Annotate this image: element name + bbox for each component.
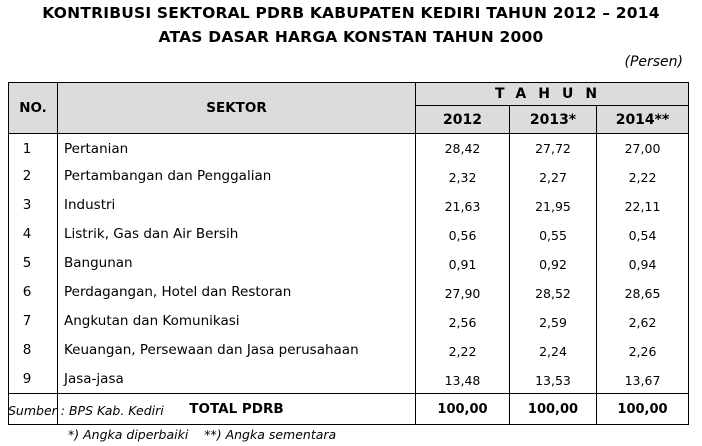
sector-name: Bangunan bbox=[57, 248, 416, 277]
table-row: 8 Keuangan, Persewaan dan Jasa perusahaa… bbox=[8, 335, 690, 364]
sector-name: Industri bbox=[57, 190, 416, 219]
value-cell: 22,11 bbox=[595, 190, 690, 219]
value-cell: 27,72 bbox=[509, 133, 597, 161]
value-cell: 21,95 bbox=[509, 190, 597, 219]
table-row: 6 Perdagangan, Hotel dan Restoran 27,90 … bbox=[8, 277, 690, 306]
value-cell: 21,63 bbox=[415, 190, 510, 219]
value-cell: 28,52 bbox=[509, 277, 597, 306]
row-number: 4 bbox=[8, 219, 58, 248]
value-cell: 0,92 bbox=[509, 248, 597, 277]
table-row: 7 Angkutan dan Komunikasi 2,56 2,59 2,62 bbox=[8, 306, 690, 335]
header-no: NO. bbox=[8, 82, 58, 134]
sector-name: Pertambangan dan Penggalian bbox=[57, 161, 416, 190]
row-number: 5 bbox=[8, 248, 58, 277]
value-cell: 27,00 bbox=[595, 133, 690, 161]
value-cell: 13,53 bbox=[509, 364, 597, 394]
header-sektor: SEKTOR bbox=[57, 82, 416, 134]
value-cell: 2,22 bbox=[415, 335, 510, 364]
value-cell: 2,22 bbox=[595, 161, 690, 190]
header-year: 2013* bbox=[509, 105, 597, 134]
value-cell: 2,24 bbox=[509, 335, 597, 364]
sector-name: Angkutan dan Komunikasi bbox=[57, 306, 416, 335]
sector-name: Pertanian bbox=[57, 133, 416, 161]
sector-name: Keuangan, Persewaan dan Jasa perusahaan bbox=[57, 335, 416, 364]
value-cell: 0,56 bbox=[415, 219, 510, 248]
value-cell: 0,55 bbox=[509, 219, 597, 248]
header-tahun: TAHUN bbox=[414, 82, 690, 106]
row-number: 8 bbox=[8, 335, 58, 364]
table-row: 5 Bangunan 0,91 0,92 0,94 bbox=[8, 248, 690, 277]
table-row: 4 Listrik, Gas dan Air Bersih 0,56 0,55 … bbox=[8, 219, 690, 248]
row-number: 7 bbox=[8, 306, 58, 335]
header-year: 2012 bbox=[415, 105, 510, 134]
total-empty-cell bbox=[8, 393, 58, 425]
sector-name: Listrik, Gas dan Air Bersih bbox=[57, 219, 416, 248]
value-cell: 2,56 bbox=[415, 306, 510, 335]
value-cell: 28,65 bbox=[595, 277, 690, 306]
value-cell: 2,26 bbox=[595, 335, 690, 364]
total-value: 100,00 bbox=[595, 393, 690, 425]
table-title-line-1: KONTRIBUSI SEKTORAL PDRB KABUPATEN KEDIR… bbox=[42, 4, 660, 22]
unit-label: (Persen) bbox=[624, 54, 683, 70]
total-value: 100,00 bbox=[415, 393, 510, 425]
row-number: 6 bbox=[8, 277, 58, 306]
value-cell: 2,59 bbox=[509, 306, 597, 335]
value-cell: 27,90 bbox=[415, 277, 510, 306]
row-number: 3 bbox=[8, 190, 58, 219]
value-cell: 0,91 bbox=[415, 248, 510, 277]
value-cell: 0,94 bbox=[595, 248, 690, 277]
table-row: 1 Pertanian 28,42 27,72 27,00 bbox=[8, 133, 690, 161]
row-number: 2 bbox=[8, 161, 58, 190]
row-number: 1 bbox=[8, 133, 58, 161]
table-row: 3 Industri 21,63 21,95 22,11 bbox=[8, 190, 690, 219]
header-year: 2014** bbox=[595, 105, 690, 134]
footnote: *) Angka diperbaiki **) Angka sementara bbox=[68, 427, 337, 442]
table-row: 2 Pertambangan dan Penggalian 2,32 2,27 … bbox=[8, 161, 690, 190]
value-cell: 13,67 bbox=[595, 364, 690, 394]
sector-name: Jasa-jasa bbox=[57, 364, 416, 394]
total-label: TOTAL PDRB bbox=[57, 393, 416, 425]
value-cell: 0,54 bbox=[595, 219, 690, 248]
value-cell: 28,42 bbox=[415, 133, 510, 161]
row-number: 9 bbox=[8, 364, 58, 394]
value-cell: 2,27 bbox=[509, 161, 597, 190]
pdrb-table: NO. SEKTOR TAHUN 2012 2013* 2014** 1 Per… bbox=[8, 82, 690, 425]
total-row: TOTAL PDRB 100,00 100,00 100,00 bbox=[8, 393, 690, 425]
table-title-line-2: ATAS DASAR HARGA KONSTAN TAHUN 2000 bbox=[158, 28, 544, 46]
value-cell: 2,32 bbox=[415, 161, 510, 190]
table-row: 9 Jasa-jasa 13,48 13,53 13,67 bbox=[8, 364, 690, 394]
value-cell: 13,48 bbox=[415, 364, 510, 394]
sector-name: Perdagangan, Hotel dan Restoran bbox=[57, 277, 416, 306]
total-value: 100,00 bbox=[509, 393, 597, 425]
value-cell: 2,62 bbox=[595, 306, 690, 335]
source-note: Sumber : BPS Kab. Kediri bbox=[8, 403, 164, 418]
